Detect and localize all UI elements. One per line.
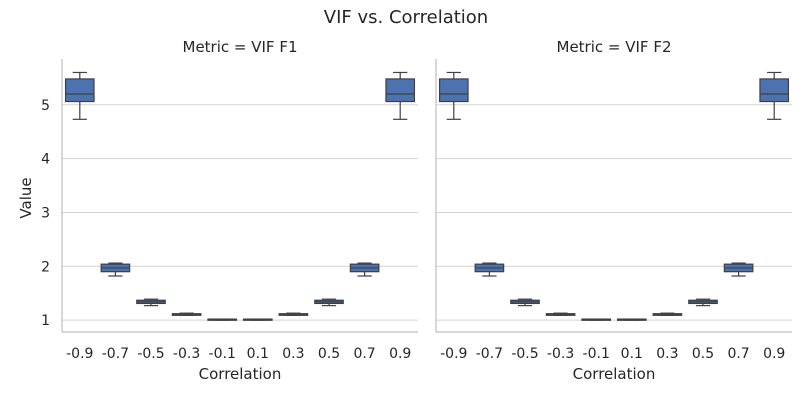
- box-0.7: [723, 262, 754, 277]
- box-body: [438, 78, 469, 103]
- x-tick-label: 0.9: [763, 346, 785, 362]
- x-tick-label: 0.1: [247, 346, 269, 362]
- box--0.1: [207, 318, 238, 321]
- y-tick-label: 3: [41, 205, 50, 221]
- panel-vif-f2: Metric = VIF F2 -0.9 -0.7 -0.5 -0.3 -0.1 0.1 0…: [435, 38, 792, 383]
- box--0.3: [171, 312, 202, 316]
- box-0.1: [242, 318, 273, 321]
- panel-title-vif-f2: Metric = VIF F2: [557, 38, 672, 56]
- panel-vif-f1-grid: [62, 104, 418, 321]
- panel-vif-f2-x-ticks: -0.9 -0.7 -0.5 -0.3 -0.1 0.1 0.3 0.5 0.7 0.9: [440, 346, 785, 362]
- box-0.3: [652, 312, 683, 316]
- x-tick-label: -0.5: [137, 346, 164, 362]
- box--0.7: [100, 262, 131, 277]
- y-tick-label: 2: [41, 259, 50, 275]
- x-tick-label: -0.1: [583, 346, 610, 362]
- x-tick-label: 0.5: [692, 346, 714, 362]
- x-tick-label: 0.3: [282, 346, 304, 362]
- box--0.5: [510, 298, 540, 307]
- y-tick-label: 1: [41, 313, 50, 329]
- panel-vif-f1-y-ticks: 1 2 3 4 5: [41, 98, 50, 329]
- x-tick-label: -0.3: [173, 346, 200, 362]
- box-body: [759, 78, 790, 103]
- x-tick-label: 0.1: [621, 346, 643, 362]
- x-tick-label: 0.9: [389, 346, 411, 362]
- box-body: [64, 78, 95, 103]
- box-0.5: [688, 298, 718, 307]
- panel-vif-f2-grid: [436, 104, 792, 321]
- x-tick-label: 0.3: [656, 346, 678, 362]
- box-0.7: [349, 262, 380, 277]
- x-tick-label: -0.5: [511, 346, 538, 362]
- panel-vif-f1: Metric = VIF F1 -0.9 -0.7 -0.5 -0.3 -0.1 0.1 0…: [41, 38, 418, 383]
- panel-vif-f1-boxes: [64, 71, 416, 321]
- x-tick-label: -0.1: [209, 346, 236, 362]
- box--0.3: [545, 312, 576, 316]
- x-tick-label: 0.7: [353, 346, 375, 362]
- box-0.9: [759, 71, 790, 120]
- box--0.9: [438, 71, 469, 120]
- x-tick-label: -0.7: [476, 346, 503, 362]
- y-tick-label: 5: [41, 98, 50, 114]
- box--0.5: [136, 298, 166, 307]
- box-0.5: [314, 298, 344, 307]
- panel-vif-f1-x-axis-label: Correlation: [199, 365, 282, 383]
- panel-title-vif-f1: Metric = VIF F1: [183, 38, 298, 56]
- box--0.7: [474, 262, 505, 277]
- box-0.9: [385, 71, 416, 120]
- x-tick-label: -0.7: [102, 346, 129, 362]
- x-tick-label: -0.9: [66, 346, 93, 362]
- box--0.1: [581, 318, 612, 321]
- panel-vif-f2-x-axis-label: Correlation: [573, 365, 656, 383]
- box-0.1: [616, 318, 647, 321]
- y-axis-label: Value: [17, 177, 35, 218]
- x-tick-label: -0.9: [440, 346, 467, 362]
- box-0.3: [278, 312, 309, 316]
- y-tick-label: 4: [41, 152, 50, 168]
- panel-vif-f2-boxes: [438, 71, 790, 321]
- chart-title: VIF vs. Correlation: [324, 7, 488, 28]
- box--0.9: [64, 71, 95, 120]
- box-body: [385, 78, 416, 103]
- x-tick-label: 0.5: [318, 346, 340, 362]
- panel-vif-f1-x-ticks: -0.9 -0.7 -0.5 -0.3 -0.1 0.1 0.3 0.5 0.7 0.9: [66, 346, 411, 362]
- x-tick-label: -0.3: [547, 346, 574, 362]
- x-tick-label: 0.7: [727, 346, 749, 362]
